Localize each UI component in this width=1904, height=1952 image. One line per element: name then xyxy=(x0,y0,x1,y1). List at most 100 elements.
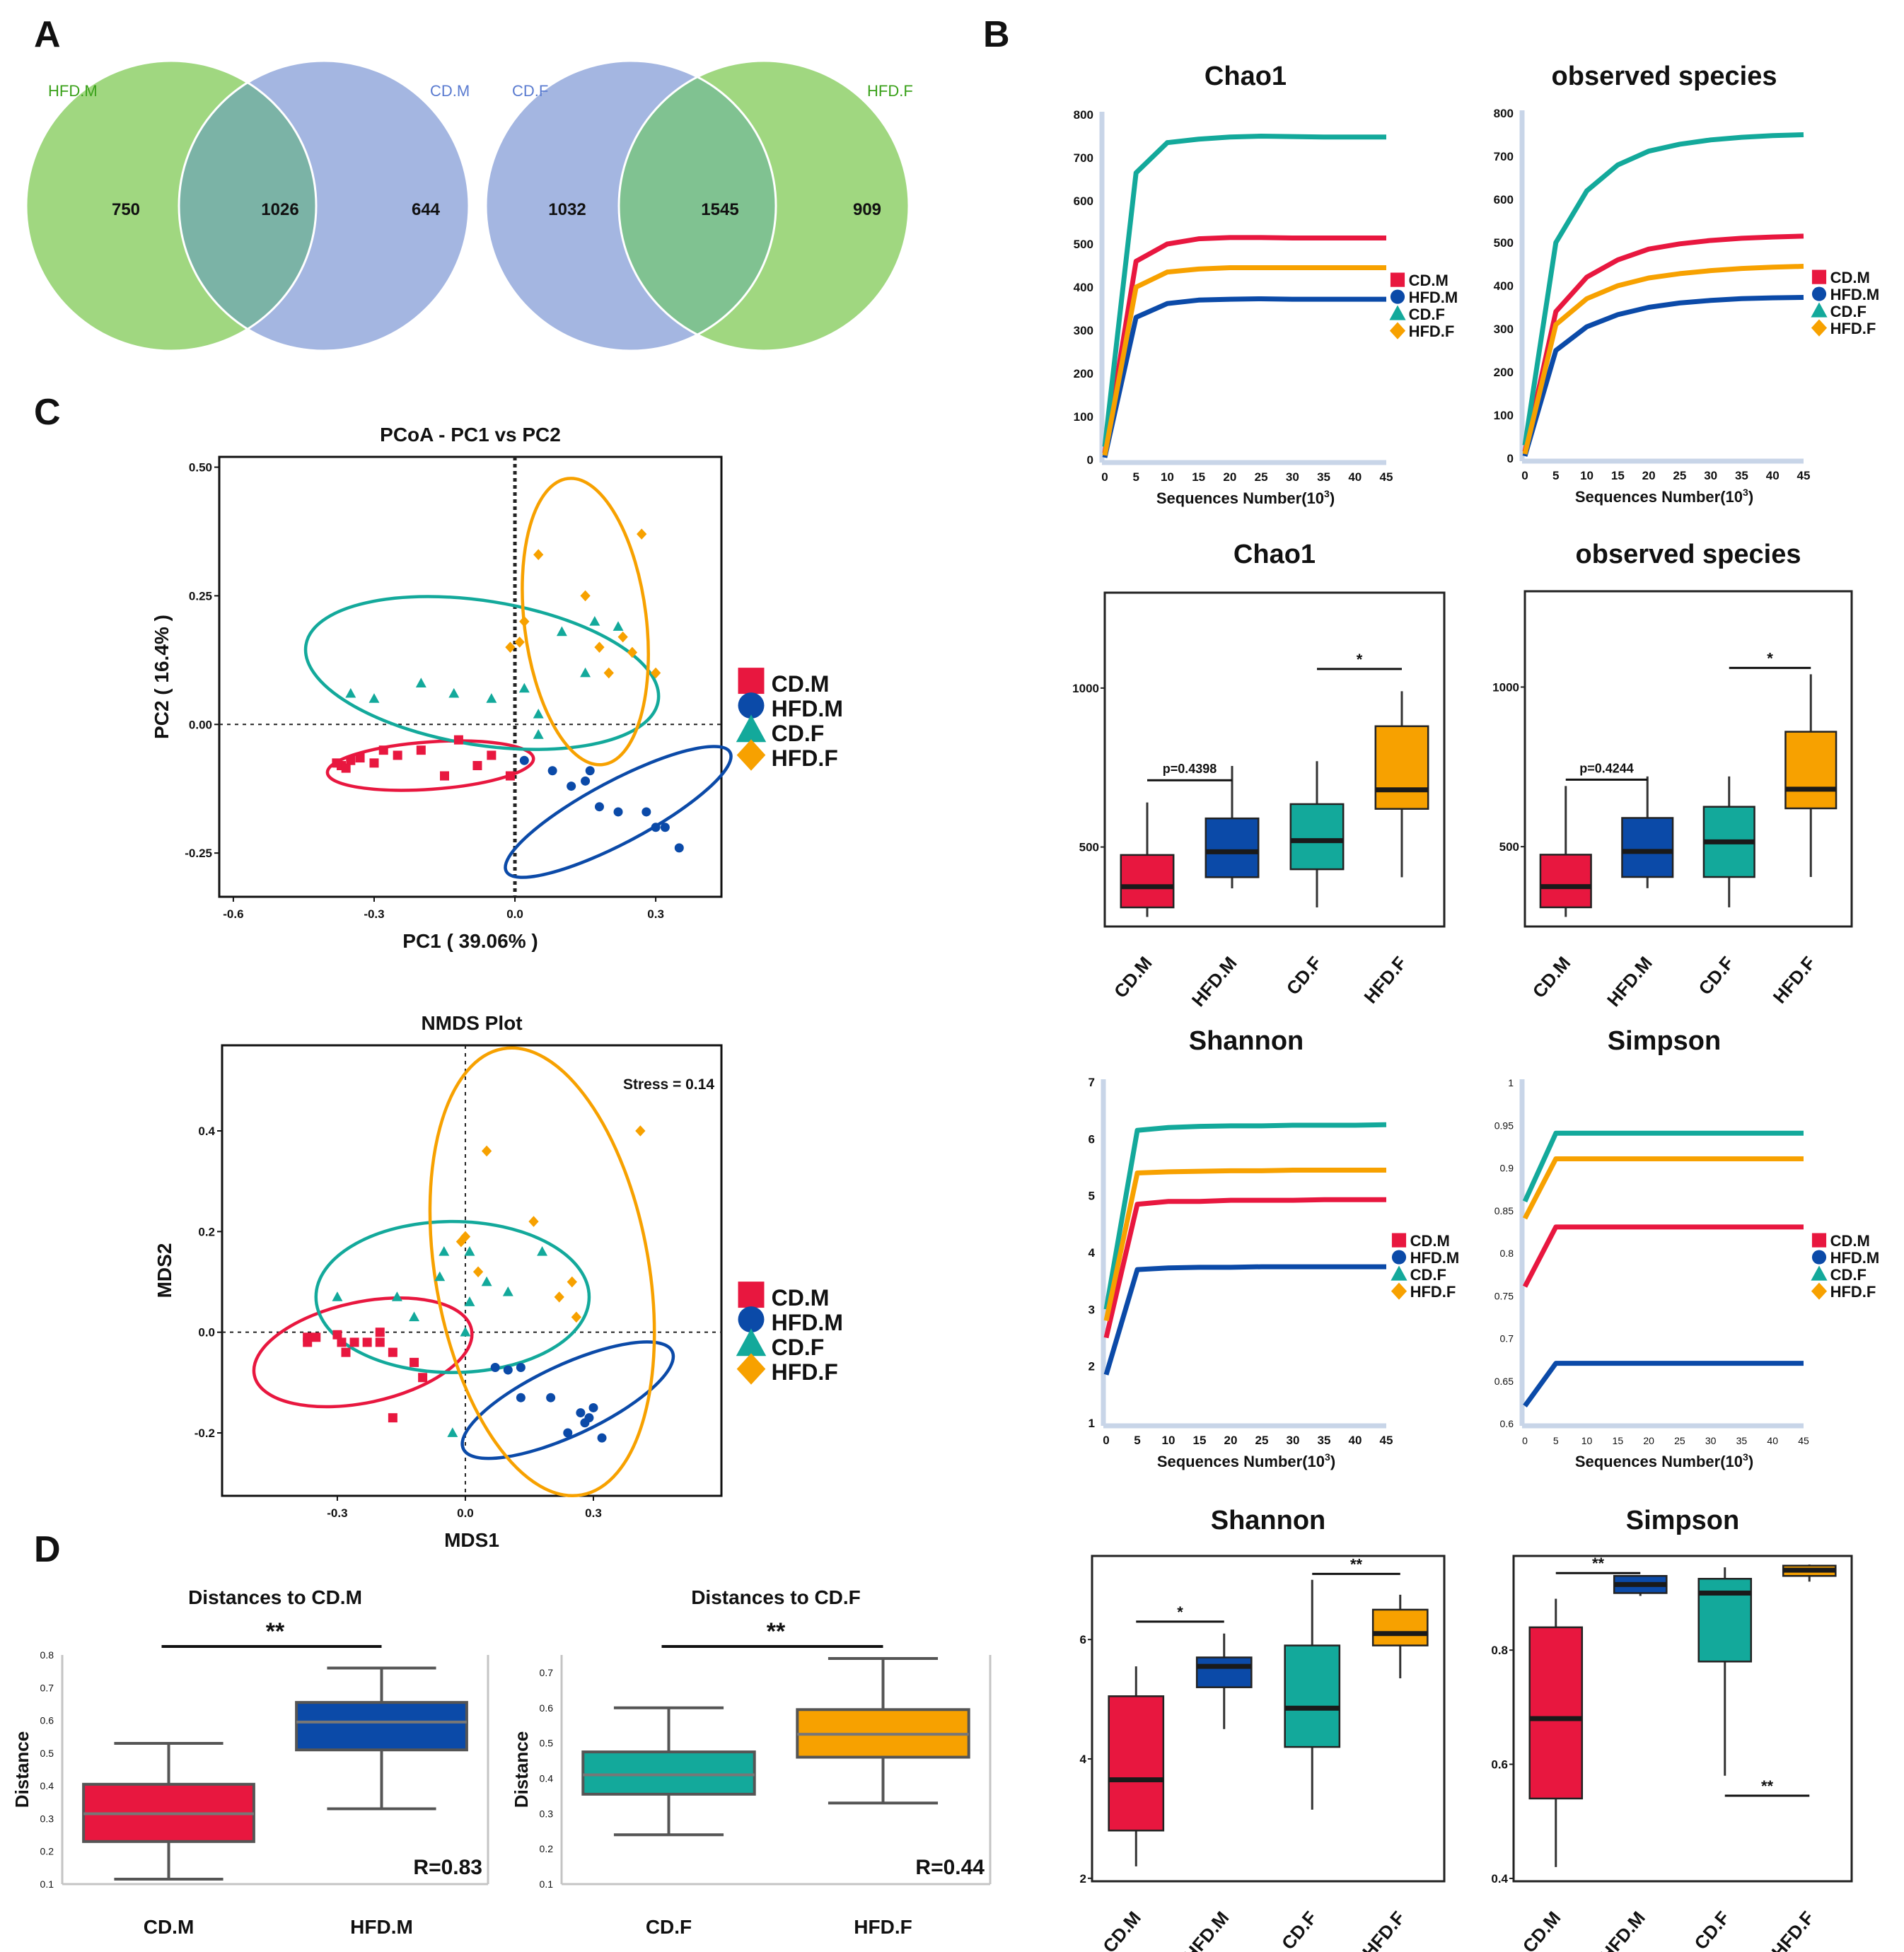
legend-label: CD.F xyxy=(772,721,825,746)
data-point-circle xyxy=(503,1365,513,1375)
data-point-square xyxy=(1390,272,1405,287)
series-line-cd-f xyxy=(1522,1130,1804,1203)
data-point-square xyxy=(440,771,450,781)
data-point-triangle xyxy=(1811,1265,1828,1281)
data-point-circle xyxy=(738,1306,765,1333)
x-axis-label-end: ) xyxy=(1748,1453,1753,1470)
legend-label: HFD.F xyxy=(772,745,838,771)
x-tick-label: 0.0 xyxy=(506,907,523,921)
data-point-circle xyxy=(594,802,604,812)
y-tick-label: 100 xyxy=(1494,409,1514,422)
y-tick-label: 600 xyxy=(1494,193,1514,207)
x-tick-label: 10 xyxy=(1580,469,1594,482)
legend-label: HFD.M xyxy=(1830,1249,1880,1267)
venn-count: 1026 xyxy=(261,200,298,219)
plot-frame xyxy=(1091,1555,1446,1883)
data-point-circle xyxy=(674,843,684,853)
boxplot-observed-species-chart: observed species 500 1000 CD.M HFD.M CD.F HFD.… xyxy=(1492,540,1853,1011)
box-hfd-m xyxy=(1621,817,1674,878)
legend-label: HFD.M xyxy=(1410,1249,1460,1267)
x-axis-label-end: ) xyxy=(1330,489,1335,507)
data-point-square xyxy=(375,1337,385,1347)
data-point-diamond xyxy=(1389,322,1406,339)
y-tick-label: 1000 xyxy=(1072,682,1099,695)
y-tick-label: 6 xyxy=(1089,1132,1095,1146)
data-point-circle xyxy=(738,692,765,719)
data-point-triangle xyxy=(589,615,600,626)
y-tick-label: 0.7 xyxy=(540,1667,554,1678)
x-tick-label: 5 xyxy=(1552,469,1559,482)
plot-frame xyxy=(1523,590,1853,928)
y-axis-label: PC2 ( 16.4% ) xyxy=(151,615,173,739)
x-tick-label: 20 xyxy=(1643,1435,1654,1446)
data-point-diamond xyxy=(736,1353,766,1385)
confidence-ellipse-cd-f xyxy=(314,1219,591,1374)
data-point-triangle xyxy=(415,678,426,687)
panel-label-c: C xyxy=(34,392,61,433)
y-tick-label: 4 xyxy=(1080,1753,1087,1766)
data-point-diamond xyxy=(460,1231,471,1243)
y-tick-label: 0.8 xyxy=(40,1649,54,1661)
x-tick-label: 35 xyxy=(1736,1435,1748,1446)
x-tick-label: CD.F xyxy=(1282,953,1326,999)
venn-intersection xyxy=(619,77,776,335)
data-point-diamond xyxy=(472,1266,484,1278)
y-tick-label: 0.5 xyxy=(40,1748,54,1759)
data-point-square xyxy=(346,755,356,765)
data-point-circle xyxy=(660,823,670,832)
data-point-triangle xyxy=(502,1286,513,1296)
x-tick-label: HFD.M xyxy=(1603,953,1656,1011)
data-point-triangle xyxy=(447,1427,458,1437)
x-axis-label-text: Sequences Number(10 xyxy=(1157,1453,1325,1470)
series-line-hfd-f xyxy=(1522,264,1804,455)
x-tick-label: 5 xyxy=(1553,1435,1559,1446)
y-tick-label: 500 xyxy=(1499,840,1519,854)
data-point-diamond xyxy=(637,528,647,540)
data-point-triangle xyxy=(368,693,380,703)
x-tick-label: HFD.M xyxy=(1596,1907,1649,1952)
y-tick-label: 7 xyxy=(1089,1076,1095,1089)
x-tick-label: CD.M xyxy=(1110,953,1156,1002)
plot-frame xyxy=(1103,591,1446,928)
significance-label: ** xyxy=(767,1618,786,1645)
x-tick-label: 15 xyxy=(1611,469,1625,482)
data-point-square xyxy=(388,1347,397,1357)
box-cd-f xyxy=(1289,803,1345,871)
box-hfd-m xyxy=(1195,1656,1253,1688)
data-point-circle xyxy=(516,1363,526,1373)
data-point-triangle xyxy=(736,1328,767,1356)
x-tick-label: 15 xyxy=(1192,470,1205,484)
x-tick-label: HFD.M xyxy=(1188,953,1241,1011)
venn-set-label: HFD.M xyxy=(48,82,98,100)
series-line-cd-m xyxy=(1102,235,1386,454)
y-tick-label: 0.1 xyxy=(40,1878,54,1890)
data-point-square xyxy=(1391,1233,1407,1248)
significance-label: ** xyxy=(1350,1555,1363,1573)
pcoa-chart: PCoA - PC1 vs PC2 -0.6 -0.3 0.0 0.3 -0.25 0.00… xyxy=(151,424,843,952)
data-point-circle xyxy=(546,1393,556,1402)
chart-title: Simpson xyxy=(1626,1506,1739,1535)
y-tick-label: 0.6 xyxy=(1491,1758,1508,1772)
x-tick-label: -0.3 xyxy=(327,1506,347,1520)
y-tick-label: 500 xyxy=(1074,238,1093,251)
y-tick-label: 0.6 xyxy=(540,1702,554,1714)
x-tick-label: 35 xyxy=(1318,1434,1331,1447)
y-tick-label: 800 xyxy=(1074,108,1093,122)
x-tick-label: CD.M xyxy=(1528,953,1575,1002)
y-tick-label: 0.7 xyxy=(40,1682,54,1693)
data-point-triangle xyxy=(434,1271,446,1282)
venn-set-label: CD.F xyxy=(512,82,548,100)
y-tick-label: 0.2 xyxy=(40,1846,54,1857)
x-axis-label: Sequences Number(103) xyxy=(1575,487,1753,506)
x-tick-label: 25 xyxy=(1674,1435,1685,1446)
x-tick-label: 0 xyxy=(1521,469,1528,482)
x-axis-label-sup: 3 xyxy=(1324,488,1330,499)
significance-label: * xyxy=(1177,1603,1183,1621)
y-tick-label: 300 xyxy=(1494,323,1514,336)
data-point-circle xyxy=(613,807,623,817)
data-point-diamond xyxy=(1391,1282,1407,1300)
y-tick-label: 0.8 xyxy=(1491,1644,1508,1657)
y-tick-label: 0.85 xyxy=(1494,1205,1514,1216)
data-point-square xyxy=(418,1373,428,1383)
